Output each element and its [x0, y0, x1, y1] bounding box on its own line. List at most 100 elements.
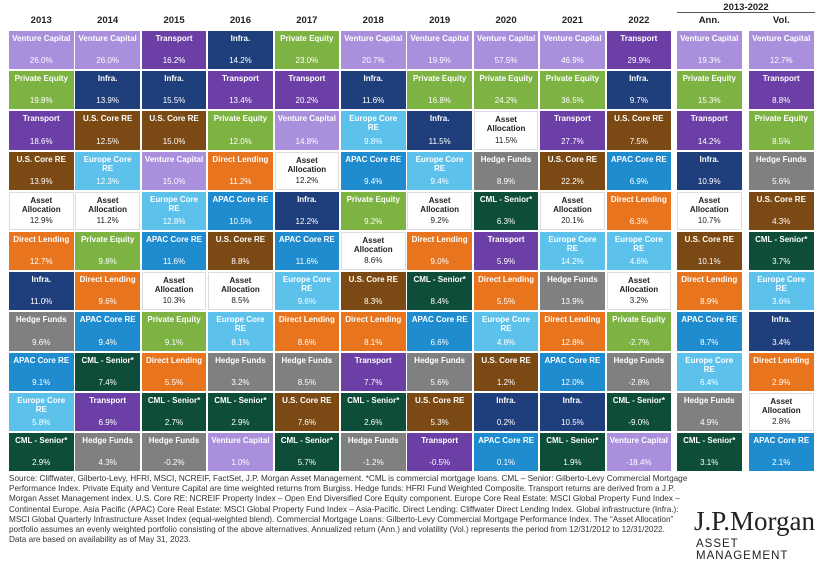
table-cell: Private Equity 24.2% [473, 71, 539, 110]
cell-label: Infra. [699, 154, 720, 164]
table-cell: Europe Core RE 12.8% [141, 191, 207, 230]
table-cell: Infra. 0.2% [473, 392, 539, 431]
table-cell: Private Equity 15.3% [677, 71, 742, 110]
cell-label: Venture Capital [344, 34, 403, 43]
cell-value: 11.6% [163, 257, 186, 267]
cell-value: 12.8% [162, 216, 186, 226]
cell-value: 15.5% [162, 96, 186, 106]
table-cell: CML - Senior* 1.9% [540, 433, 605, 472]
span-header: 2013-2022 [723, 2, 769, 13]
cell-label: Hedge Funds [215, 355, 266, 365]
table-cell: U.S. Core RE 8.8% [208, 232, 273, 271]
cell-label: Private Equity [14, 74, 68, 84]
cell-value: 19.8% [29, 96, 53, 106]
cell-label: Transport [155, 34, 193, 43]
cell-value: 2.9% [772, 377, 791, 387]
cell-label: U.S. Core RE [684, 235, 734, 244]
table-cell: Europe Core RE 12.3% [75, 151, 140, 190]
cell-label: Infra. [31, 275, 52, 285]
cell-label: APAC Core RE [278, 235, 335, 244]
cell-label: Private Equity [346, 194, 400, 204]
cell-label: CML - Senior* [214, 395, 267, 405]
cell-value: 11.6% [362, 96, 385, 106]
cell-label: U.S. Core RE [16, 154, 66, 164]
cell-value: 8.6% [364, 256, 383, 266]
cell-label: Private Equity [612, 315, 666, 325]
table-cell: Private Equity 9.8% [75, 232, 140, 271]
cell-label: Hedge Funds [281, 355, 333, 365]
cell-label: APAC Core RE [753, 436, 810, 445]
cell-value: 6.3% [629, 216, 648, 226]
cell-value: 2.1% [772, 458, 791, 468]
table-cell: Private Equity 36.5% [540, 71, 605, 110]
cell-value: 12.9% [29, 215, 53, 225]
cell-label: Transport [487, 235, 525, 244]
table-cell: Hedge Funds 13.9% [540, 272, 605, 311]
cell-label: Infra. [230, 34, 251, 43]
table-cell: Infra. 9.7% [606, 71, 672, 110]
cell-value: 10.5% [561, 417, 584, 427]
cell-label: Direct Lending [212, 154, 269, 164]
cell-label: Direct Lending [79, 275, 136, 285]
table-cell: Asset Allocation 12.2% [274, 151, 340, 190]
cell-value: 12.5% [96, 136, 119, 146]
table-cell: U.S. Core RE 10.1% [677, 232, 742, 271]
cell-label: U.S. Core RE [614, 114, 664, 124]
cell-value: 9.6% [98, 297, 117, 307]
cell-label: Infra. [164, 74, 184, 84]
cell-label: CML - Senior* [147, 395, 201, 405]
cell-label: Asset Allocation [420, 195, 459, 214]
cell-label: Asset Allocation [761, 396, 801, 415]
table-cell: Europe Core RE 4.6% [606, 232, 672, 271]
table-cell: APAC Core RE 12.0% [540, 352, 605, 391]
cell-label: CML - Senior* [683, 436, 736, 445]
table-cell: CML - Senior* 3.1% [677, 433, 742, 472]
cell-label: Infra. [629, 74, 649, 84]
cell-value: 19.3% [697, 56, 721, 66]
cell-label: Europe Core RE [415, 154, 464, 173]
cell-label: Infra. [297, 194, 317, 204]
cell-value: 9.6% [32, 337, 51, 347]
table-cell: Europe Core RE 3.6% [749, 272, 814, 311]
cell-label: Private Equity [412, 74, 467, 84]
cell-label: Europe Core RE [548, 235, 597, 253]
cell-value: 10.7% [697, 215, 721, 225]
table-cell: Direct Lending 11.2% [208, 151, 273, 190]
cell-label: Transport [354, 355, 392, 365]
table-cell: Infra. 13.9% [75, 71, 140, 110]
cell-label: APAC Core RE [79, 315, 136, 325]
cell-label: Private Equity [754, 114, 808, 124]
cell-value: -2.7% [628, 337, 650, 347]
cell-label: U.S. Core RE [282, 395, 332, 405]
cell-value: 4.9% [700, 417, 719, 427]
table-cell: Hedge Funds -1.2% [341, 433, 406, 472]
column-header: 2014 [97, 15, 119, 26]
cell-value: -9.0% [628, 417, 650, 427]
cell-value: 10.1% [697, 257, 721, 267]
cell-value: 5.6% [772, 176, 791, 186]
cell-value: 20.7% [361, 56, 385, 66]
cell-value: 12.0% [229, 136, 252, 146]
cell-value: 6.9% [629, 176, 648, 186]
cell-label: Europe Core RE [150, 194, 199, 213]
cell-value: 3.2% [231, 377, 250, 387]
cell-label: Venture Capital [410, 34, 469, 43]
cell-value: 5.3% [430, 417, 449, 427]
cell-label: Direct Lending [544, 315, 601, 325]
table-cell: Asset Allocation 8.5% [208, 272, 273, 311]
cell-label: Private Equity [682, 74, 736, 84]
cell-label: Infra. [363, 74, 384, 84]
cell-value: 23.0% [295, 56, 319, 66]
table-cell: APAC Core RE 6.6% [407, 312, 472, 351]
table-cell: Venture Capital 1.0% [208, 433, 273, 472]
table-cell: Asset Allocation 10.7% [677, 191, 742, 230]
cell-value: 13.4% [229, 96, 252, 106]
cell-label: APAC Core RE [13, 355, 70, 365]
cell-label: Private Equity [213, 114, 268, 124]
cell-value: 8.4% [430, 297, 449, 307]
table-cell: Infra. 12.2% [274, 191, 340, 230]
cell-value: 16.2% [162, 56, 186, 66]
cell-label: Europe Core RE [685, 355, 734, 374]
cell-label: Transport [288, 74, 326, 84]
cell-label: CML - Senior* [479, 194, 533, 204]
